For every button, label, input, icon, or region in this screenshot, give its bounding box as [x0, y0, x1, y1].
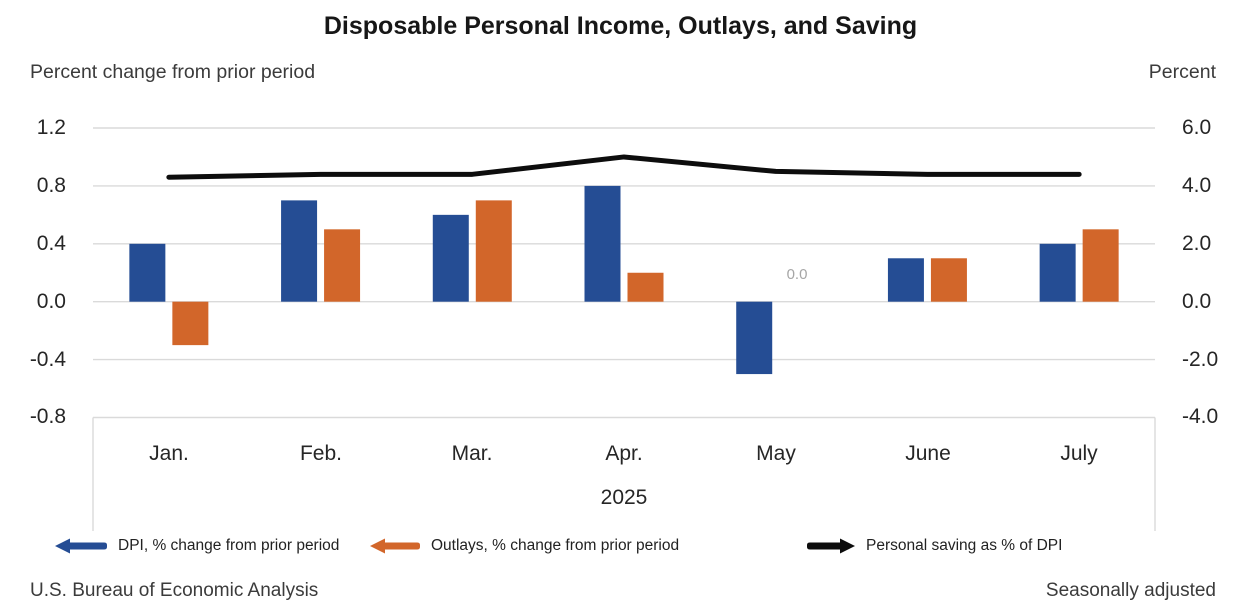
left-axis-tick: 0.4: [36, 232, 66, 255]
x-axis-label-apr: Apr.: [605, 442, 643, 465]
x-axis-year-label: 2025: [600, 486, 648, 509]
chart-title: Disposable Personal Income, Outlays, and…: [323, 12, 918, 40]
bar-dpi-july: [1039, 243, 1076, 302]
legend-item-outlays: Outlays, % change from prior period: [370, 537, 679, 555]
bar-outlays-mar: [475, 200, 512, 302]
x-axis-label-july: July: [1060, 442, 1098, 465]
legend-item-dpi: DPI, % change from prior period: [55, 537, 339, 555]
legend-label-saving: Personal saving as % of DPI: [866, 537, 1063, 554]
left-axis-caption: Percent change from prior period: [30, 61, 316, 83]
left-axis-tick: -0.4: [29, 348, 66, 371]
adjustment-note: Seasonally adjusted: [1045, 580, 1216, 601]
x-axis-label-jan: Jan.: [149, 442, 189, 465]
bar-dpi-apr: [584, 185, 621, 302]
left-axis-tick: 0.8: [36, 174, 66, 197]
x-axis-label-june: June: [905, 442, 951, 465]
bar-outlays-july: [1082, 229, 1119, 302]
bar-outlays-june: [930, 258, 967, 302]
bar-outlays-apr: [627, 272, 664, 302]
right-axis-tick: 0.0: [1182, 290, 1212, 313]
right-axis-tick: 4.0: [1182, 174, 1212, 197]
bar-dpi-mar: [432, 214, 469, 302]
right-axis-tick: -2.0: [1182, 348, 1219, 371]
right-axis-caption: Percent: [1148, 61, 1216, 83]
source-note: U.S. Bureau of Economic Analysis: [30, 580, 319, 601]
left-axis-tick: 1.2: [36, 116, 66, 139]
left-axis-tick: 0.0: [36, 290, 66, 313]
bar-dpi-jan: [129, 243, 166, 302]
bar-dpi-june: [887, 258, 924, 302]
bar-dpi-feb: [281, 200, 318, 302]
saving-rate-line: [166, 154, 1082, 180]
left-arrow-icon: [370, 538, 420, 554]
right-axis-tick: 2.0: [1182, 232, 1212, 255]
x-axis-label-may: May: [756, 442, 796, 465]
legend-label-outlays: Outlays, % change from prior period: [431, 537, 680, 554]
right-axis-tick: 6.0: [1182, 116, 1212, 139]
bar-dpi-may: [736, 301, 773, 375]
bar-outlays-jan: [172, 301, 209, 346]
legend-item-saving: Personal saving as % of DPI: [807, 537, 1062, 555]
right-arrow-icon: [807, 538, 855, 554]
data-label-may-outlays: 0.0: [786, 266, 808, 283]
x-axis-label-feb: Feb.: [299, 442, 343, 465]
bar-outlays-feb: [324, 229, 361, 302]
left-axis-tick: -0.8: [29, 405, 66, 428]
right-axis-tick: -4.0: [1182, 405, 1219, 428]
x-axis-label-mar: Mar.: [451, 442, 493, 465]
legend-label-dpi: DPI, % change from prior period: [118, 537, 340, 554]
left-arrow-icon: [55, 538, 107, 554]
